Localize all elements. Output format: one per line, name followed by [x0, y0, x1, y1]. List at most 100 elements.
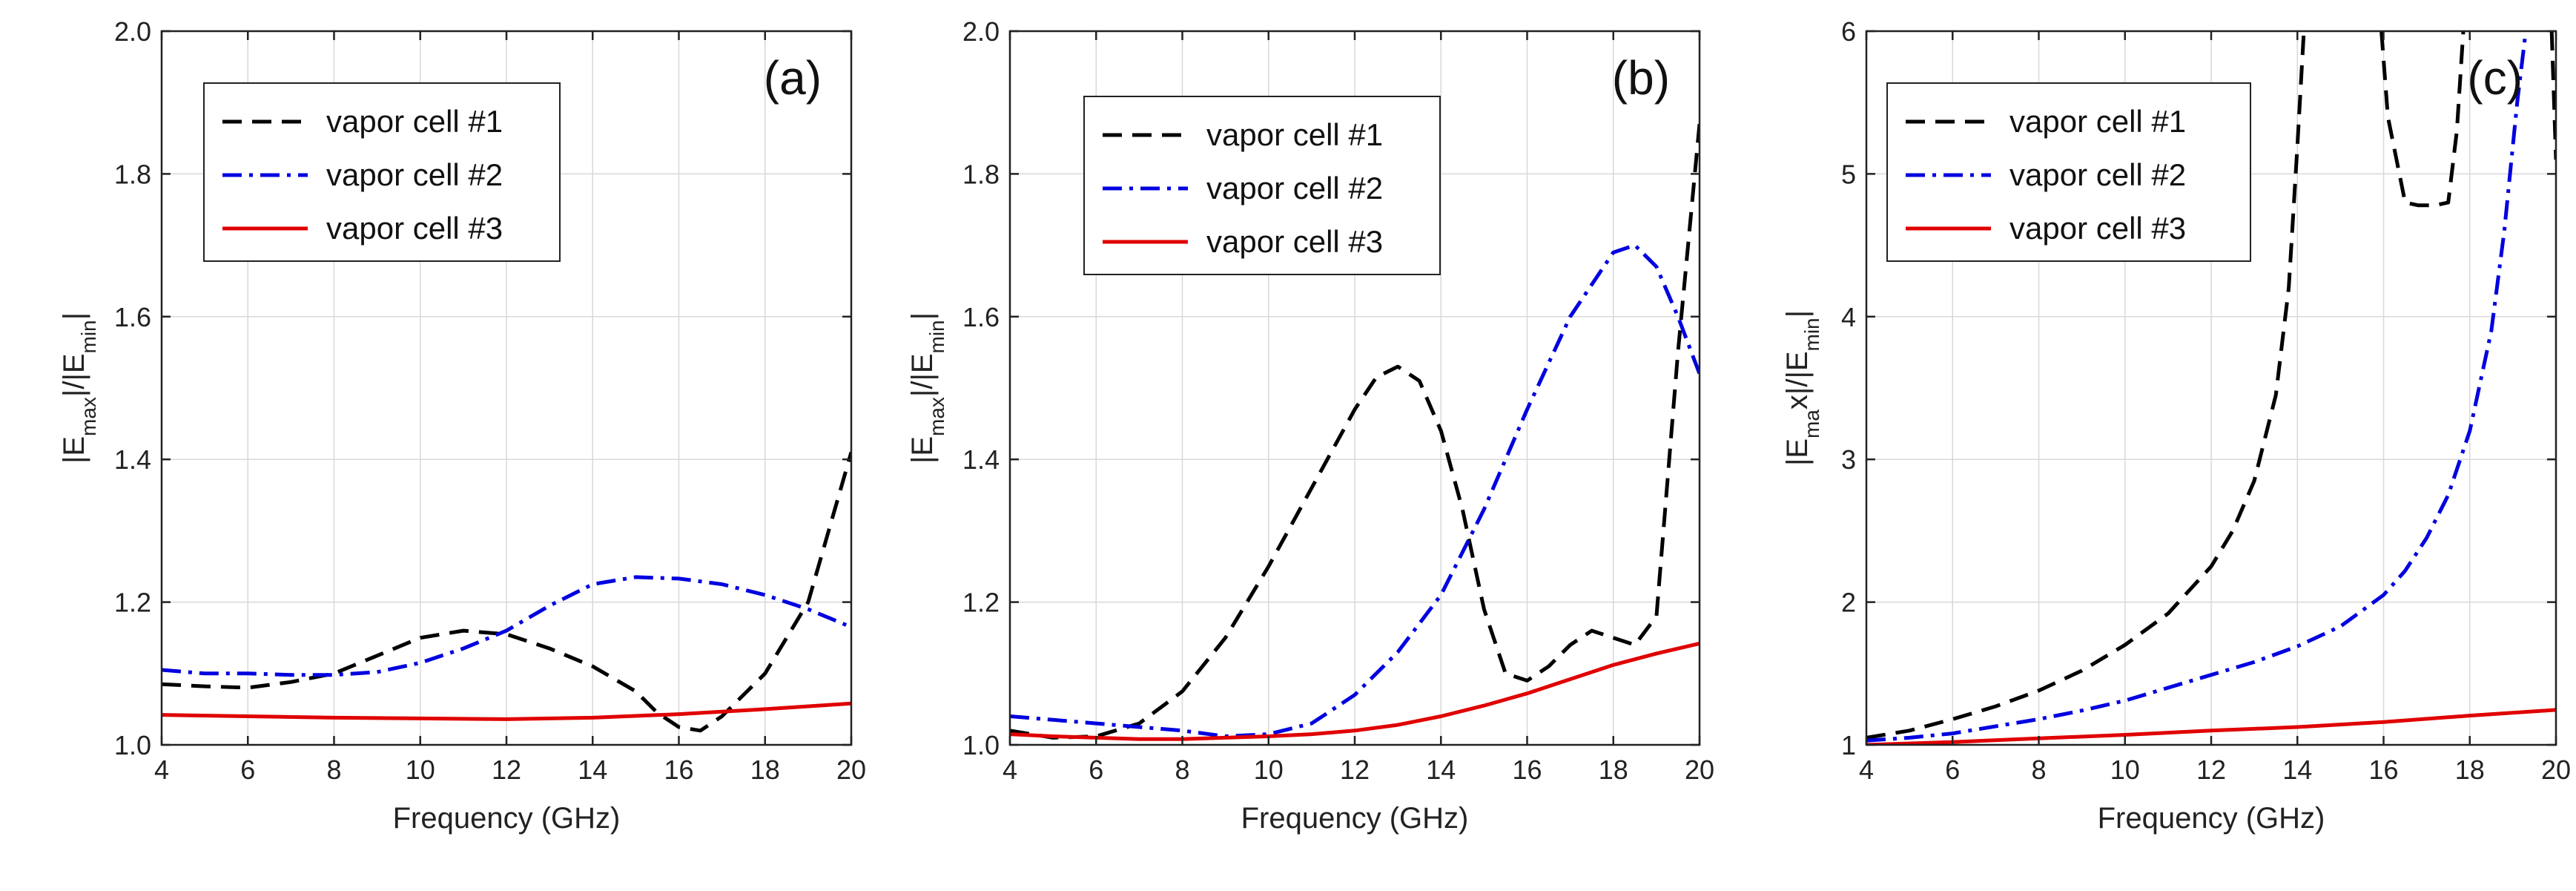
y-axis-title-part: |E	[1781, 438, 1814, 466]
y-axis-title-subscript: min	[925, 320, 948, 353]
legend-box	[1886, 82, 2251, 262]
x-tick-label: 10	[2110, 754, 2140, 785]
x-tick-label: 14	[2282, 754, 2312, 785]
y-tick-label: 1.8	[114, 159, 151, 189]
panel-label: (c)	[2467, 51, 2523, 105]
x-tick-label: 18	[2455, 754, 2485, 785]
panel-label: (b)	[1612, 51, 1670, 105]
series-line-1	[1010, 123, 1700, 740]
y-axis-title: |Emax|/|Emin|	[58, 312, 100, 464]
x-tick-label: 14	[1426, 754, 1456, 785]
y-tick-label: 1.2	[114, 588, 151, 618]
x-tick-label: 14	[578, 754, 607, 785]
x-tick-label: 16	[664, 754, 693, 785]
legend-entry-2: vapor cell #2	[1206, 171, 1383, 206]
y-axis-title-part: |	[1781, 310, 1814, 318]
y-tick-label: 1.6	[962, 302, 1000, 332]
y-tick-label: 2.0	[962, 16, 1000, 47]
x-tick-label: 16	[1512, 754, 1542, 785]
x-tick-label: 4	[154, 754, 169, 785]
y-axis-title: |Emax|/|Emin|	[1781, 310, 1823, 466]
y-axis-title-part: |/|E	[906, 353, 939, 397]
y-tick-label: 1.2	[962, 588, 1000, 618]
x-tick-label: 4	[1859, 754, 1874, 785]
x-tick-label: 6	[1089, 754, 1103, 785]
legend-entry-1: vapor cell #1	[1206, 117, 1383, 152]
y-axis-title-part: x|/|E	[1781, 351, 1814, 410]
series-line-1-segment-2	[2380, 31, 2466, 208]
x-tick-label: 8	[326, 754, 341, 785]
legend-entry-1: vapor cell #1	[2009, 104, 2186, 139]
x-tick-label: 8	[2031, 754, 2046, 785]
x-tick-label: 20	[2541, 754, 2571, 785]
y-axis-title-subscript: max	[925, 397, 948, 436]
x-tick-label: 4	[1003, 754, 1017, 785]
y-tick-label: 1.4	[962, 444, 1000, 475]
panel-label: (a)	[764, 51, 822, 105]
legend-box	[203, 82, 561, 262]
y-axis-title-part: |/|E	[58, 353, 90, 397]
x-axis-title: Frequency (GHz)	[393, 802, 621, 835]
x-tick-label: 18	[750, 754, 780, 785]
y-tick-label: 3	[1841, 444, 1856, 475]
y-axis-title-part: |	[906, 312, 939, 320]
x-axis-title: Frequency (GHz)	[2098, 802, 2325, 835]
y-tick-label: 5	[1841, 159, 1856, 189]
y-tick-label: 1	[1841, 730, 1856, 760]
x-tick-label: 12	[1340, 754, 1370, 785]
x-tick-label: 6	[1945, 754, 1960, 785]
series-line-3	[1866, 708, 2556, 745]
legend-entry-3: vapor cell #3	[2009, 211, 2186, 246]
series-line-2	[1010, 243, 1700, 738]
x-tick-label: 12	[2196, 754, 2226, 785]
x-tick-label: 20	[1685, 754, 1714, 785]
y-tick-label: 1.6	[114, 302, 151, 332]
y-tick-label: 2	[1841, 588, 1856, 618]
y-tick-label: 1.0	[962, 730, 1000, 760]
x-tick-label: 20	[836, 754, 866, 785]
series-line-1	[162, 451, 851, 733]
legend: vapor cell #1 vapor cell #2 vapor cell #3	[1083, 96, 1441, 275]
plot-series-group	[162, 451, 851, 733]
y-axis-title: |Emax|/|Emin|	[906, 312, 948, 464]
series-line-2	[1866, 31, 2528, 743]
y-tick-label: 4	[1841, 302, 1856, 332]
legend-entry-3: vapor cell #3	[1206, 224, 1383, 259]
series-line-1-segment-1	[1866, 31, 2306, 740]
x-tick-label: 12	[492, 754, 521, 785]
y-axis-title-subscript: ma	[1800, 410, 1823, 438]
y-axis-title-subscript: min	[1800, 318, 1823, 351]
y-tick-label: 1.4	[114, 444, 151, 475]
legend: vapor cell #1 vapor cell #2 vapor cell #3	[1886, 82, 2251, 262]
panel-2: 4 6 8 10 12 14 16 18 20 1.0 1.2 1.4 1.6 1.8 2.0 Frequen…	[906, 16, 1714, 835]
x-tick-label: 16	[2368, 754, 2398, 785]
panel-1: 4 6 8 10 12 14 16 18 20 1.0 1.2 1.4 1.6 1.8 2.0 Frequen…	[58, 16, 866, 835]
x-tick-label: 10	[406, 754, 435, 785]
y-axis-title-subscript: max	[77, 397, 100, 436]
legend-entry-2: vapor cell #2	[2009, 157, 2186, 192]
legend-entry-3: vapor cell #3	[326, 211, 503, 246]
series-line-3	[1010, 641, 1700, 741]
y-axis-title-part: |	[58, 312, 90, 320]
x-tick-label: 6	[240, 754, 255, 785]
y-axis-title-part: |E	[58, 436, 90, 464]
plot-series-group	[1010, 123, 1700, 741]
x-tick-label: 18	[1599, 754, 1628, 785]
legend: vapor cell #1 vapor cell #2 vapor cell #3	[203, 82, 561, 262]
series-line-3	[162, 701, 851, 721]
x-axis-title: Frequency (GHz)	[1241, 802, 1469, 835]
y-tick-label: 6	[1841, 16, 1856, 47]
y-tick-label: 1.8	[962, 159, 1000, 189]
y-axis-title-subscript: min	[77, 320, 100, 353]
x-tick-label: 10	[1254, 754, 1284, 785]
legend-entry-2: vapor cell #2	[326, 157, 503, 192]
x-tick-label: 8	[1175, 754, 1189, 785]
y-tick-label: 1.0	[114, 730, 151, 760]
series-line-2	[162, 575, 851, 677]
y-axis-title-part: |E	[906, 436, 939, 464]
plot-series-group	[1866, 31, 2556, 745]
y-tick-label: 2.0	[114, 16, 151, 47]
legend-entry-1: vapor cell #1	[326, 104, 503, 139]
